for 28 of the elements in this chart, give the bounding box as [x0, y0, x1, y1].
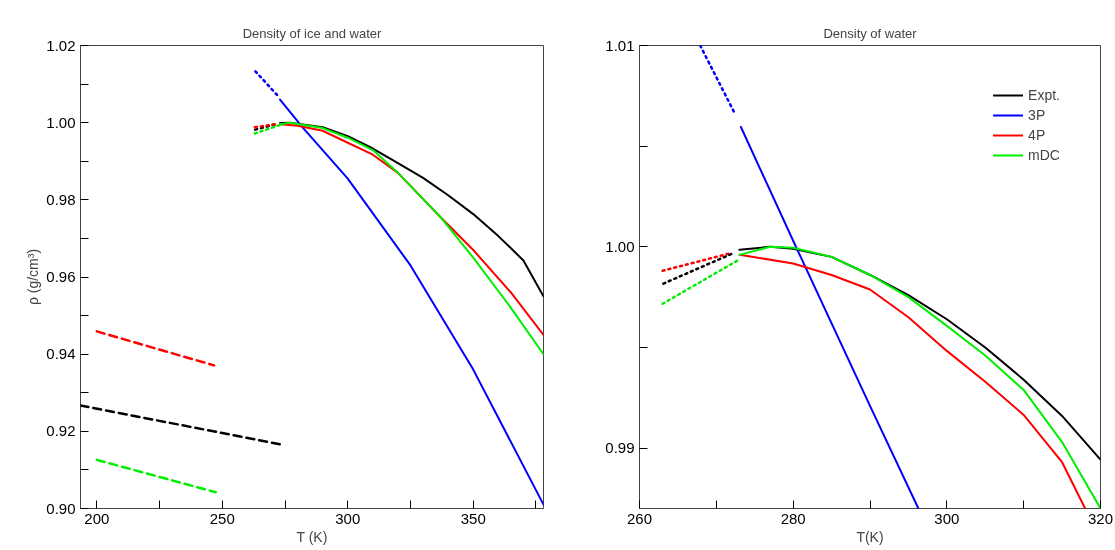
- x-tick-label: 350: [460, 509, 486, 527]
- y-tick-label: 0.96: [46, 268, 76, 285]
- y-tick-label: 1.02: [46, 36, 76, 54]
- y-tick-label: 0.90: [46, 499, 76, 517]
- y-tick-label: 1.01: [605, 36, 635, 54]
- x-tick-label: 320: [1087, 509, 1114, 527]
- legend-label: Expt.: [1028, 87, 1060, 103]
- x-tick-label: 260: [626, 509, 653, 527]
- y-tick-label: 0.98: [46, 190, 76, 208]
- y-tick-label: 0.99: [605, 439, 635, 457]
- y-tick-label: 0.94: [46, 345, 76, 363]
- x-tick-label: 300: [335, 509, 361, 527]
- x-tick-label: 280: [780, 509, 806, 527]
- y-tick-label: 0.92: [46, 422, 76, 440]
- chart-title: Density of water: [823, 25, 918, 41]
- y-axis-title: ρ (g/cm³): [25, 248, 42, 306]
- y-tick-label: 1.00: [605, 237, 635, 255]
- legend-label: mDC: [1028, 147, 1060, 163]
- chart-title: Density of ice and water: [242, 25, 383, 41]
- line-series: [739, 126, 920, 509]
- x-axis-title: T(K): [856, 528, 884, 545]
- x-tick-label: 200: [84, 509, 110, 527]
- x-axis-title: T (K): [296, 528, 328, 545]
- x-tick-label: 250: [209, 509, 235, 527]
- y-tick-label: 1.00: [46, 113, 76, 131]
- x-tick-label: 300: [934, 509, 960, 527]
- legend-label: 4P: [1028, 127, 1047, 143]
- legend-label: 3P: [1028, 107, 1047, 123]
